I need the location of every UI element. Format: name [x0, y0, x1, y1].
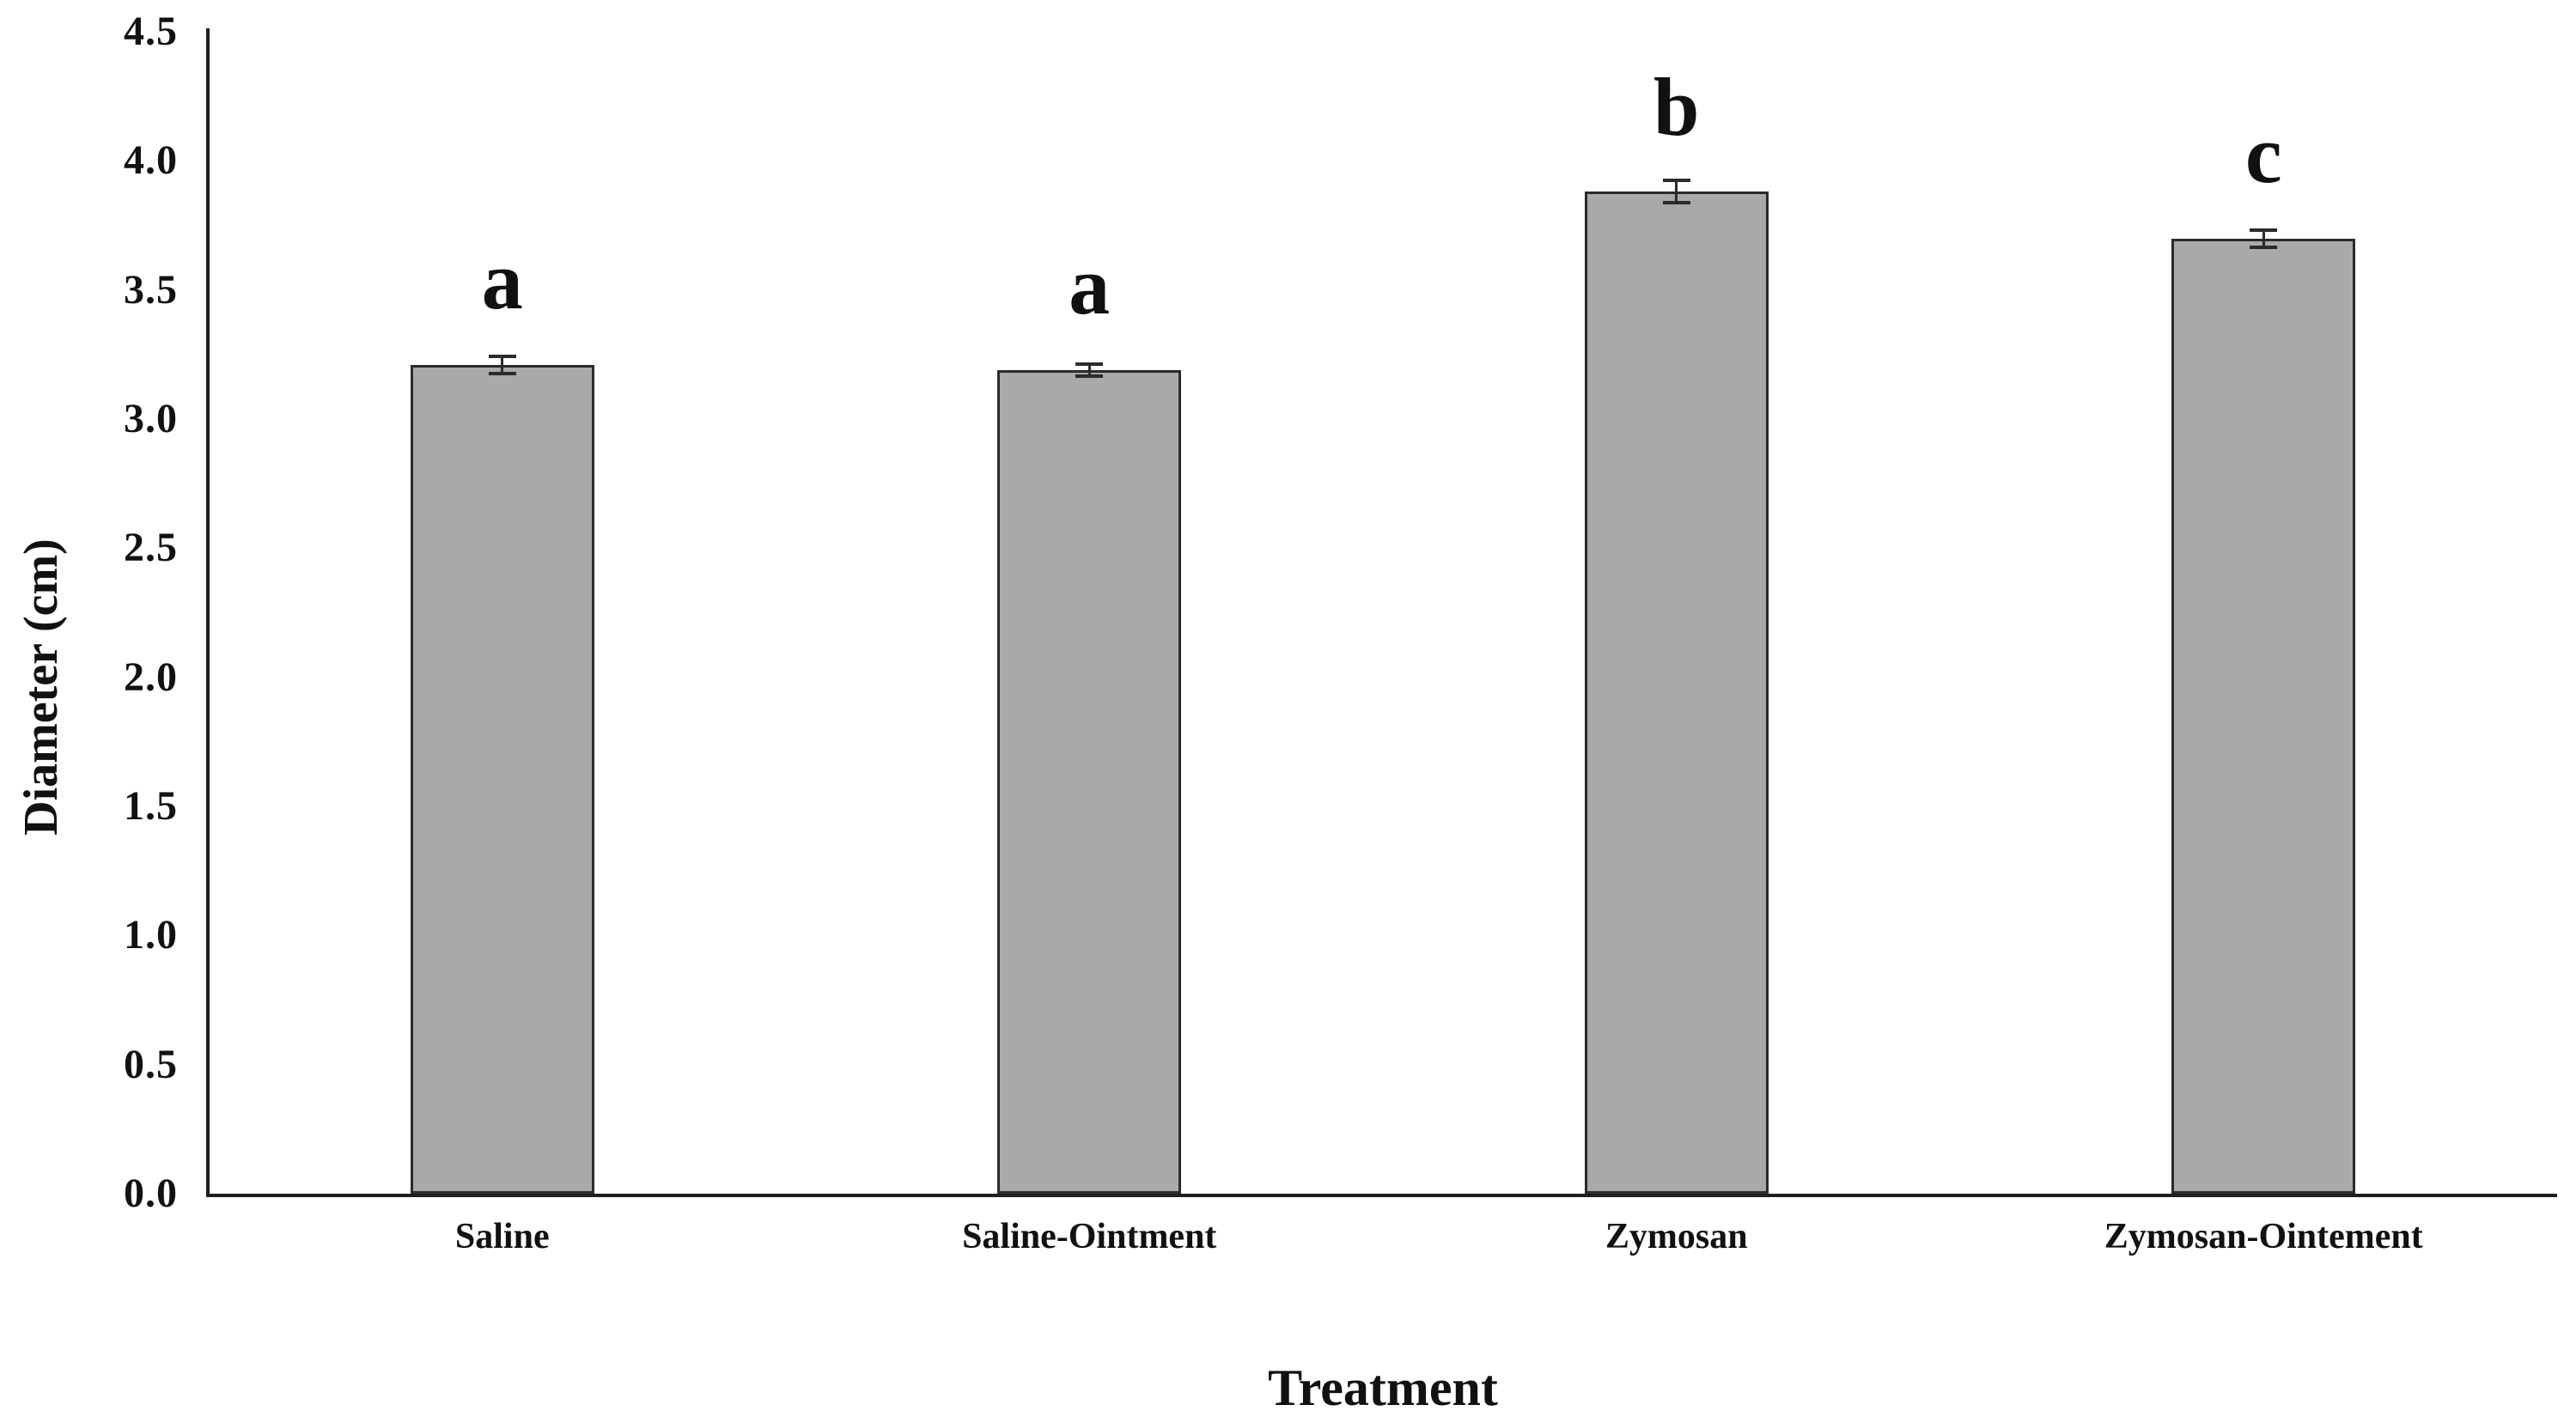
- x-axis-line: [206, 1194, 2557, 1197]
- error-bar-saline-ointment: [1087, 364, 1091, 375]
- x-tick-label-saline-ointment: Saline-Ointment: [962, 1217, 1217, 1256]
- error-bar-cap-bottom: [1662, 201, 1690, 205]
- error-bar-cap-bottom: [1075, 374, 1104, 378]
- y-tick-label: 3.5: [124, 266, 178, 313]
- bar-saline: [410, 364, 594, 1194]
- x-tick-label-zymosan-ointement: Zymosan-Ointement: [2104, 1217, 2423, 1256]
- error-bar-cap-top: [488, 354, 516, 358]
- sig-letter-zymosan: b: [1653, 61, 1700, 154]
- y-tick-label: 2.5: [124, 525, 178, 571]
- error-bar-cap-top: [1075, 362, 1104, 366]
- x-tick-label-zymosan: Zymosan: [1605, 1217, 1748, 1256]
- y-tick-label: 4.0: [124, 137, 178, 184]
- sig-letter-saline: a: [481, 234, 523, 326]
- bar-zymosan-ointement: [2171, 238, 2356, 1194]
- y-axis-line: [206, 28, 210, 1197]
- y-tick-label: 0.5: [124, 1041, 178, 1087]
- y-tick-label: 0.0: [124, 1171, 178, 1216]
- error-bar-cap-bottom: [2250, 245, 2278, 249]
- error-bar-saline: [501, 356, 504, 373]
- error-bar-cap-top: [1662, 179, 1690, 183]
- y-tick-label: 3.0: [124, 396, 178, 441]
- x-tick-label-saline: Saline: [454, 1217, 550, 1256]
- y-tick-label: 1.0: [124, 912, 178, 958]
- error-bar-cap-top: [2250, 228, 2278, 232]
- y-tick-label: 2.0: [124, 654, 178, 700]
- bar-saline-ointment: [997, 369, 1182, 1194]
- y-tick-label: 1.5: [124, 783, 178, 829]
- bar-zymosan: [1584, 192, 1769, 1194]
- error-bar-zymosan-ointement: [2262, 230, 2265, 246]
- y-tick-label: 4.5: [124, 9, 178, 54]
- sig-letter-saline-ointment: a: [1069, 239, 1111, 331]
- error-bar-zymosan: [1675, 181, 1678, 203]
- error-bar-cap-bottom: [488, 371, 516, 375]
- sig-letter-zymosan-ointement: c: [2244, 107, 2282, 200]
- x-axis-title: Treatment: [1268, 1359, 1498, 1416]
